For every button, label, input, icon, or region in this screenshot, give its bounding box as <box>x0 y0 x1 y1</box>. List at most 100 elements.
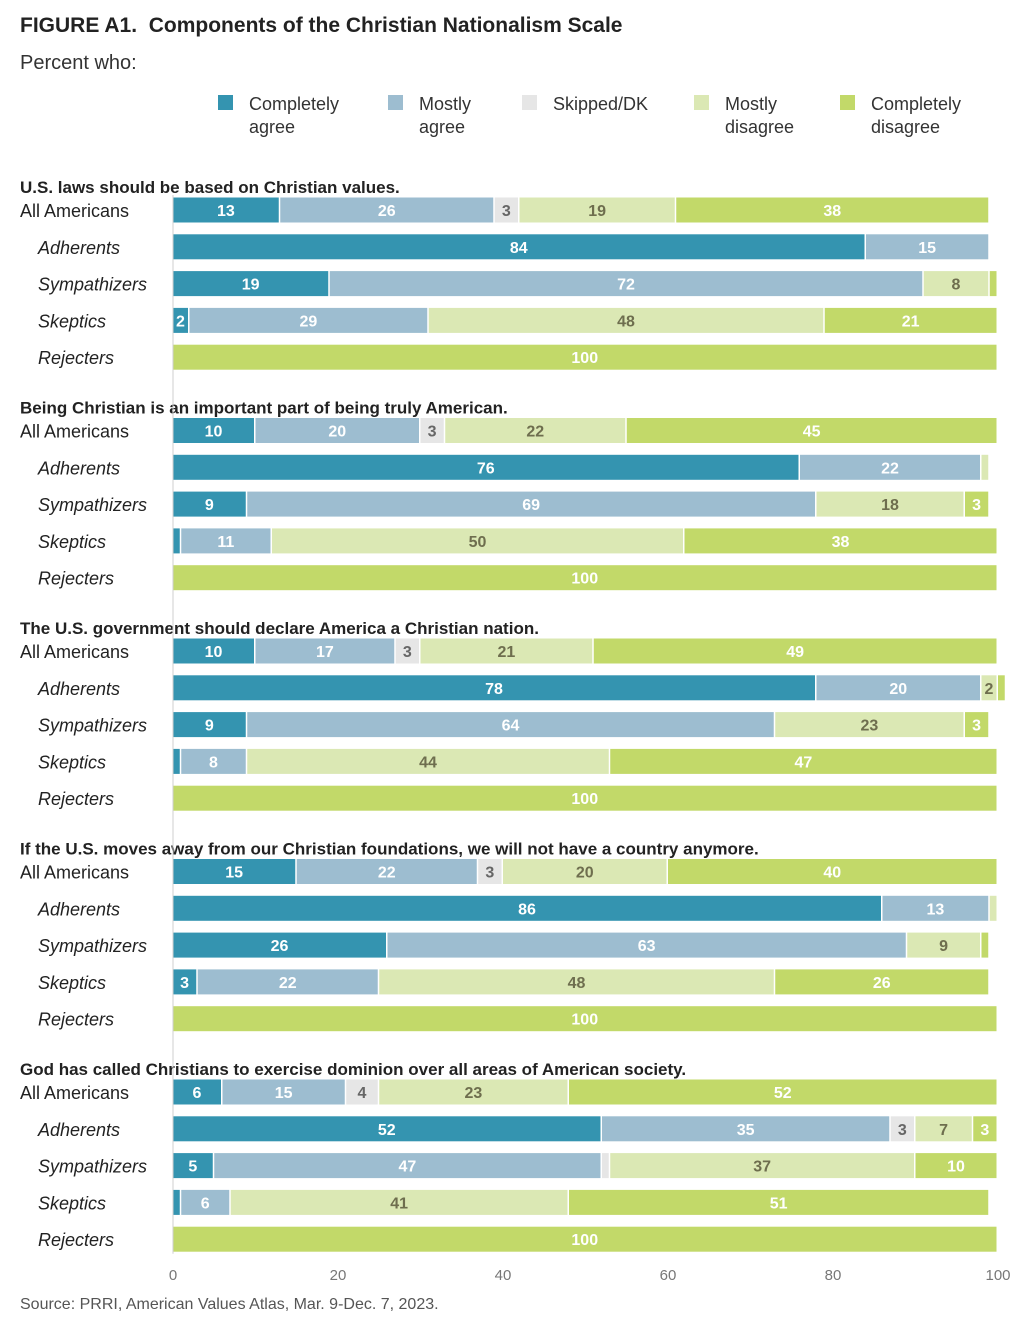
bar-segment-mostly_disagree <box>379 1079 568 1105</box>
bar-row: Sympathizers 5 47 37 10 <box>38 1153 997 1179</box>
bar-segment-completely_agree <box>173 969 197 995</box>
bar-segment-mostly_disagree <box>519 197 675 223</box>
data-label: 21 <box>902 313 920 330</box>
bar-segment-completely_agree <box>173 454 799 480</box>
data-label: 19 <box>588 203 606 220</box>
data-label: 51 <box>770 1195 788 1212</box>
bar-row: Rejecters 100 <box>38 785 997 811</box>
bar-segment-completely_agree <box>173 1079 221 1105</box>
bar-segment-mostly_agree <box>296 859 477 884</box>
data-label: 26 <box>873 975 891 992</box>
bar-segment-completely_disagree <box>965 712 989 738</box>
bar-row: All Americans 10 17 3 21 49 <box>20 638 997 664</box>
bar-segment-mostly_agree <box>255 418 419 443</box>
bar-segment-completely_agree <box>173 1116 601 1142</box>
bar-row: Rejecters 100 <box>38 344 997 370</box>
data-label: 3 <box>502 203 511 220</box>
bar-segment-mostly_agree <box>222 1079 345 1105</box>
bar-segment-completely_agree <box>173 307 188 333</box>
question-title: The U.S. government should declare Ameri… <box>20 619 539 638</box>
bar-row: Skeptics 11 50 38 <box>38 528 997 554</box>
data-label: 38 <box>832 534 850 551</box>
data-label: 49 <box>786 644 804 661</box>
bar-segment-completely_disagree <box>676 197 989 223</box>
bar-segment-mostly_agree <box>181 748 246 774</box>
bar-segment-mostly_disagree <box>420 638 593 664</box>
bar-segment-completely_disagree <box>989 271 997 297</box>
bar-segment-completely_disagree <box>593 638 997 664</box>
bar-segment-completely_disagree <box>569 1079 997 1105</box>
bar-segment-mostly_disagree <box>981 675 997 701</box>
data-label: 13 <box>926 901 944 918</box>
data-label: 100 <box>571 1232 598 1249</box>
row-label: Rejecters <box>38 569 114 589</box>
bar-segment-completely_agree <box>173 859 296 884</box>
legend-item-completely_agree: Completely agree <box>218 94 339 137</box>
data-label: 69 <box>522 497 540 514</box>
data-label: 40 <box>823 865 841 882</box>
bar-row: Adherents 52 35 3 7 3 <box>37 1116 997 1142</box>
row-label: Adherents <box>37 1120 120 1140</box>
bar-row: Rejecters 100 <box>38 1006 997 1032</box>
legend-item-mostly_disagree: Mostly disagree <box>694 94 794 137</box>
row-label: Adherents <box>37 458 120 478</box>
data-label: 3 <box>428 424 437 441</box>
bar-row: Adherents 76 22 <box>37 454 989 480</box>
bar-segment-mostly_disagree <box>816 491 964 517</box>
question-title: U.S. laws should be based on Christian v… <box>20 178 400 197</box>
legend-label: Skipped/DK <box>553 94 648 114</box>
bar-row: Sympathizers 9 64 23 3 <box>38 712 989 738</box>
bar-segment-completely_agree <box>173 712 246 738</box>
bar-segment-mostly_disagree <box>445 418 626 443</box>
bar-segment-mostly_disagree <box>247 748 609 774</box>
bar-segment-completely_disagree <box>824 307 997 333</box>
chart-subtitle: Percent who: <box>20 52 137 74</box>
data-label: 10 <box>205 424 223 441</box>
bar-segment-mostly_disagree <box>775 712 964 738</box>
bar-segment-completely_disagree <box>668 859 997 884</box>
data-label: 48 <box>568 975 586 992</box>
data-label: 22 <box>881 460 899 477</box>
chart-title: FIGURE A1. Components of the Christian N… <box>20 14 623 37</box>
bar-segment-completely_disagree <box>684 528 997 554</box>
data-label: 21 <box>497 644 515 661</box>
data-label: 100 <box>571 791 598 808</box>
bar-segment-mostly_agree <box>866 234 989 260</box>
bar-segment-completely_disagree <box>173 565 997 591</box>
legend-item-skipped_dk: Skipped/DK <box>522 94 648 114</box>
bar-segment-mostly_agree <box>387 932 906 958</box>
data-label: 2 <box>985 681 994 698</box>
x-tick-label: 20 <box>330 1267 347 1284</box>
bar-row: Adherents 78 20 2 <box>37 675 1005 701</box>
data-label: 76 <box>477 460 495 477</box>
bar-segment-completely_agree <box>173 491 246 517</box>
data-label: 29 <box>299 313 317 330</box>
data-label: 100 <box>571 1012 598 1029</box>
bar-segment-mostly_agree <box>197 969 378 995</box>
data-label: 23 <box>860 718 878 735</box>
bar-segment-completely_disagree <box>981 932 989 958</box>
data-label: 4 <box>358 1085 367 1102</box>
data-label: 52 <box>378 1122 396 1139</box>
bar-row: Skeptics 2 29 48 21 <box>38 307 997 333</box>
row-label: Sympathizers <box>38 1157 147 1177</box>
bar-segment-completely_disagree <box>998 675 1005 701</box>
row-label: Skeptics <box>38 752 106 772</box>
data-label: 10 <box>947 1159 965 1176</box>
data-label: 41 <box>390 1195 408 1212</box>
bar-segment-completely_agree <box>173 418 254 443</box>
bar-segment-mostly_agree <box>800 454 980 480</box>
legend-label: agree <box>419 117 465 137</box>
row-label: All Americans <box>20 1083 129 1103</box>
data-label: 37 <box>753 1159 771 1176</box>
question-title: God has called Christians to exercise do… <box>20 1060 686 1079</box>
data-label: 11 <box>217 534 234 551</box>
data-label: 78 <box>485 681 503 698</box>
bar-row: Skeptics 8 44 47 <box>38 748 997 774</box>
row-label: Adherents <box>37 238 120 258</box>
bar-segment-completely_agree <box>173 932 386 958</box>
bar-segment-completely_disagree <box>965 491 989 517</box>
bar-segment-completely_disagree <box>173 785 997 811</box>
bar-row: Sympathizers 19 72 8 <box>38 271 997 297</box>
data-label: 2 <box>176 313 185 330</box>
